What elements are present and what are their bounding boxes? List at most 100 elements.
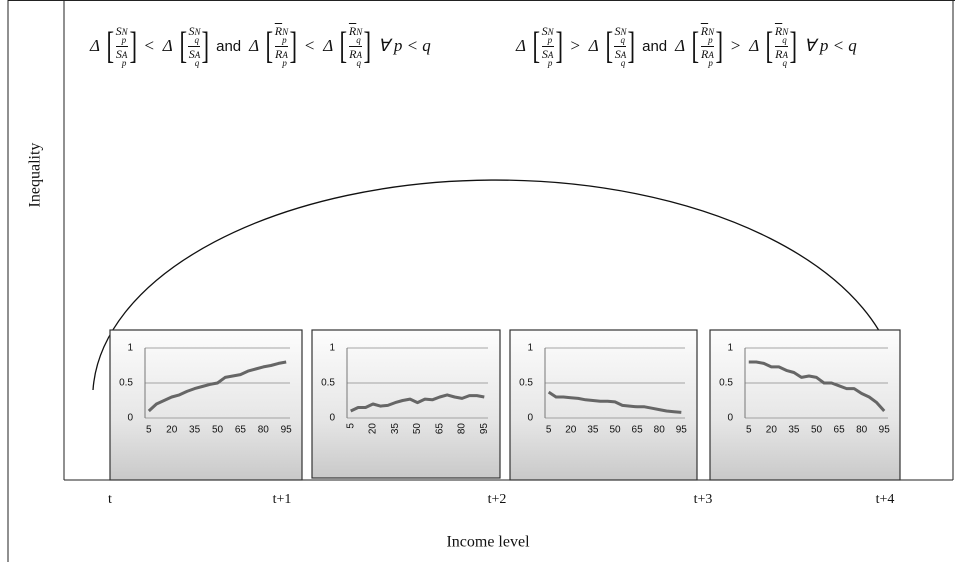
x-tick-label: 5	[146, 425, 152, 436]
base: S	[115, 46, 122, 61]
sub: q	[356, 57, 362, 68]
symbol: <	[143, 36, 155, 55]
sub: q	[356, 35, 361, 46]
x-tick-label: 5	[546, 425, 552, 436]
x-tick-label: 95	[879, 425, 891, 436]
base: S	[614, 46, 621, 61]
symbol: >	[729, 36, 742, 55]
base: R	[349, 46, 357, 61]
bracket: [	[106, 25, 115, 67]
x-tick-label: 50	[811, 425, 823, 436]
symbol: Δ	[675, 36, 686, 55]
x-tick-label: 95	[676, 425, 688, 436]
arc	[92, 179, 899, 391]
stage-label: t	[108, 492, 112, 507]
sub: q	[620, 35, 625, 46]
mini-chart: 0 0.5 1 5 20 35 50 65 80 95	[109, 329, 303, 481]
stage-label: t+1	[273, 492, 292, 507]
sup: A	[121, 49, 128, 60]
sup: N	[121, 27, 128, 38]
symbol: and	[216, 37, 242, 55]
y-tick-label: 0.5	[719, 378, 733, 389]
symbol: Δ	[249, 36, 260, 55]
sub: q	[620, 57, 626, 68]
symbol: Δ	[516, 36, 526, 55]
x-tick-label: 20	[166, 425, 178, 436]
series-line	[748, 360, 886, 413]
x-tick-label: 35	[390, 423, 401, 435]
x-tick-label: 65	[235, 425, 247, 436]
sup: N	[194, 27, 201, 38]
bracket: [	[179, 25, 187, 67]
bracket: ]	[627, 25, 636, 67]
x-tick-label: 35	[788, 425, 800, 436]
sup: A	[282, 49, 288, 60]
sup: N	[620, 27, 627, 38]
sub: p	[282, 35, 287, 46]
x-tick-label: 20	[766, 425, 778, 436]
symbol: ∀ p < q	[803, 36, 857, 55]
base: S	[541, 46, 548, 61]
stage-label: t+3	[694, 492, 713, 507]
base: S	[541, 24, 548, 39]
sup: A	[356, 49, 363, 60]
x-tick-label: 95	[479, 423, 490, 435]
base: R	[774, 24, 783, 39]
panel-box	[709, 329, 901, 481]
fraction-rule	[188, 45, 201, 47]
sub: p	[121, 35, 127, 46]
fraction-rule	[115, 45, 128, 47]
bracket: [	[265, 25, 274, 67]
symbol: Δ	[323, 36, 334, 55]
x-label: Income level	[446, 534, 530, 551]
base: R	[700, 24, 709, 39]
bracket: ]	[555, 25, 563, 67]
y-tick-label: 1	[329, 343, 335, 354]
sup: A	[708, 49, 714, 60]
sup: N	[782, 27, 789, 38]
sub: p	[282, 57, 287, 68]
bracket: ]	[129, 25, 137, 67]
base: S	[115, 24, 122, 39]
series-line	[350, 393, 485, 413]
y-tick-label: 0.5	[519, 378, 533, 389]
sub: p	[547, 57, 553, 68]
sub: q	[194, 57, 200, 68]
sup: N	[708, 27, 715, 38]
base: R	[274, 24, 283, 39]
fraction-rule	[700, 45, 715, 47]
sup: N	[282, 27, 289, 38]
symbol: Δ	[588, 36, 599, 55]
sub: q	[782, 57, 788, 68]
y-tick-label: 0	[527, 413, 533, 424]
x-tick-label: 65	[632, 425, 644, 436]
